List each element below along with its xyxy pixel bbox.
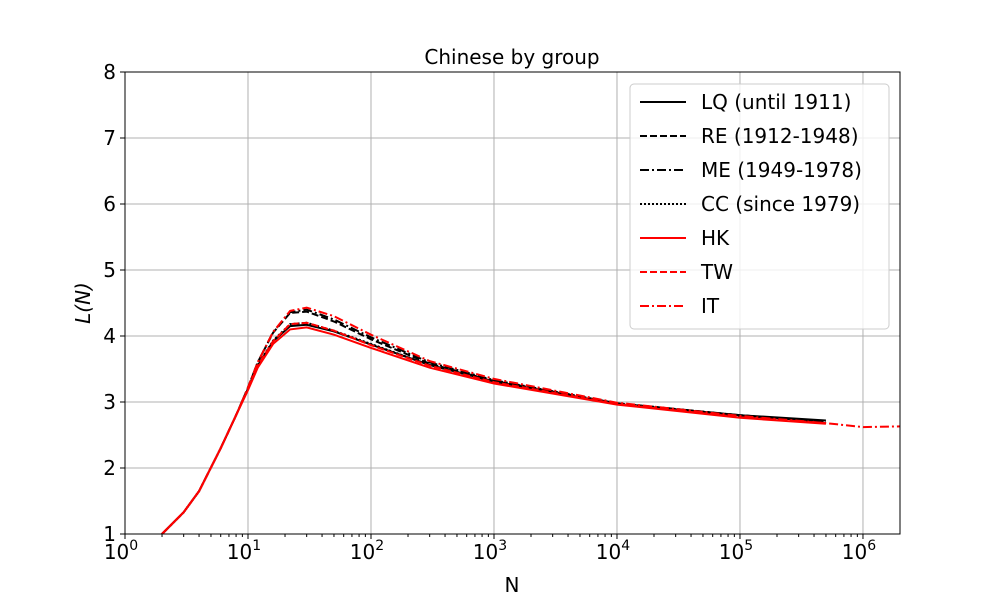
x-tick-label: 106 <box>842 538 876 564</box>
y-axis-label: L(N) <box>71 282 95 324</box>
y-tick-label: 2 <box>103 456 116 480</box>
y-tick-label: 7 <box>103 126 116 150</box>
y-tick-label: 6 <box>103 192 116 216</box>
y-tick-label: 3 <box>103 390 116 414</box>
legend-box <box>629 83 890 330</box>
x-axis-label: N <box>505 573 520 597</box>
x-tick-label: 105 <box>719 538 753 564</box>
legend-label: TW <box>700 260 733 284</box>
legend-label: ME (1949-1978) <box>701 158 862 182</box>
x-tick-label: 104 <box>596 538 630 564</box>
y-tick-label: 4 <box>103 324 116 348</box>
x-tick-label: 102 <box>350 538 384 564</box>
series-line-tw <box>161 321 826 534</box>
chart-title: Chinese by group <box>424 45 599 69</box>
legend-label: LQ (until 1911) <box>701 90 851 114</box>
series-line-it <box>161 306 900 534</box>
x-tick-label: 103 <box>473 538 507 564</box>
legend-label: IT <box>701 294 720 318</box>
legend-label: HK <box>701 226 730 250</box>
legend-label: CC (since 1979) <box>701 192 860 216</box>
legend: LQ (until 1911) RE (1912-1948) ME (1949-19… <box>629 83 890 330</box>
y-tick-label: 5 <box>103 258 116 282</box>
y-tick-label: 1 <box>103 522 116 546</box>
x-tick-label: 101 <box>227 538 261 564</box>
y-tick-label: 8 <box>103 60 116 84</box>
plot-frame <box>124 71 901 535</box>
legend-label: RE (1912-1948) <box>701 124 859 148</box>
